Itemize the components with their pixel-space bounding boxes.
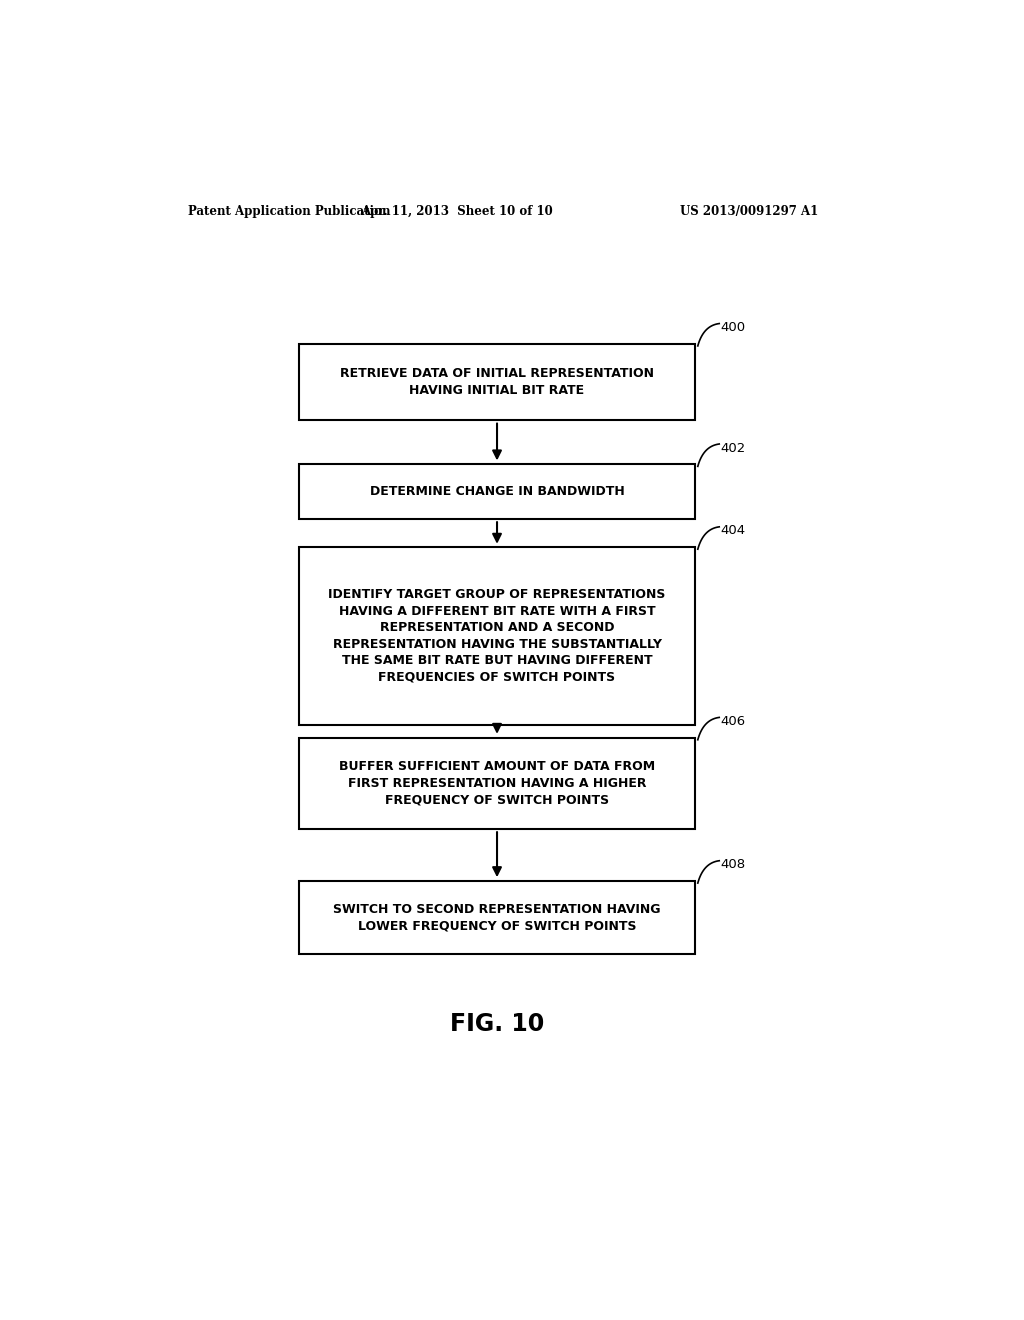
Text: 408: 408	[721, 858, 745, 871]
Text: 404: 404	[721, 524, 745, 537]
Text: DETERMINE CHANGE IN BANDWIDTH: DETERMINE CHANGE IN BANDWIDTH	[370, 486, 625, 498]
Text: IDENTIFY TARGET GROUP OF REPRESENTATIONS
HAVING A DIFFERENT BIT RATE WITH A FIRS: IDENTIFY TARGET GROUP OF REPRESENTATIONS…	[329, 589, 666, 684]
Text: 400: 400	[721, 321, 745, 334]
Text: Patent Application Publication: Patent Application Publication	[187, 205, 390, 218]
Bar	[299, 345, 695, 420]
Text: RETRIEVE DATA OF INITIAL REPRESENTATION
HAVING INITIAL BIT RATE: RETRIEVE DATA OF INITIAL REPRESENTATION …	[340, 367, 654, 397]
Text: 402: 402	[721, 442, 746, 454]
Text: BUFFER SUFFICIENT AMOUNT OF DATA FROM
FIRST REPRESENTATION HAVING A HIGHER
FREQU: BUFFER SUFFICIENT AMOUNT OF DATA FROM FI…	[339, 760, 655, 807]
Text: Apr. 11, 2013  Sheet 10 of 10: Apr. 11, 2013 Sheet 10 of 10	[361, 205, 553, 218]
Text: 406: 406	[721, 715, 745, 729]
Bar	[299, 738, 695, 829]
Text: SWITCH TO SECOND REPRESENTATION HAVING
LOWER FREQUENCY OF SWITCH POINTS: SWITCH TO SECOND REPRESENTATION HAVING L…	[333, 903, 660, 932]
Text: US 2013/0091297 A1: US 2013/0091297 A1	[680, 205, 818, 218]
Bar	[299, 548, 695, 725]
Text: FIG. 10: FIG. 10	[450, 1012, 544, 1036]
Bar	[299, 880, 695, 954]
Bar	[299, 465, 695, 519]
